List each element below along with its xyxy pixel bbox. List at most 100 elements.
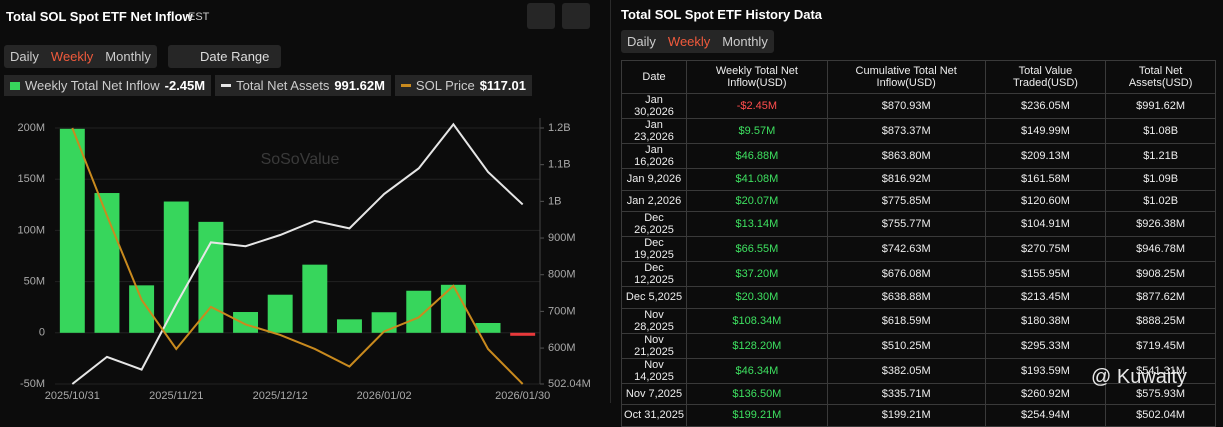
- table-cell: $908.25M: [1105, 261, 1216, 287]
- column-header: Total Value Traded(USD): [984, 60, 1107, 94]
- table-cell: $1.08B: [1105, 118, 1216, 144]
- y2-tick-label: 1B: [548, 195, 561, 207]
- legend-swatch: [10, 81, 20, 90]
- table-cell: $213.45M: [984, 286, 1107, 309]
- table-cell: $199.21M: [686, 404, 828, 427]
- table-row: Jan 23,2026 $9.57M $873.37M $149.99M $1.08B: [620, 118, 1216, 144]
- table-cell: $155.95M: [984, 261, 1107, 287]
- table-cell: Nov 7,2025: [620, 382, 688, 405]
- y-tick-label: 0: [39, 327, 45, 339]
- table-cell: $236.05M: [984, 93, 1107, 119]
- table-cell: Nov 28,2025: [620, 307, 688, 334]
- share-button[interactable]: [562, 3, 590, 29]
- tab[interactable]: Daily: [10, 49, 39, 64]
- table-cell: $991.62M: [1105, 93, 1216, 119]
- table-cell: $755.77M: [826, 211, 986, 237]
- y2-tick-label: 800M: [548, 269, 576, 281]
- table-row: Nov 7,2025 $136.50M $335.71M $260.92M $575.9…: [620, 382, 1216, 405]
- table-cell: $209.13M: [984, 143, 1107, 169]
- table-cell: $120.60M: [984, 189, 1107, 212]
- table-cell: $638.88M: [826, 286, 986, 309]
- y2-tick-label: 600M: [548, 342, 576, 354]
- legend-value: -2.45M: [164, 78, 206, 93]
- x-tick-label: 2026/01/02: [357, 390, 412, 402]
- table-cell: $41.08M: [686, 168, 828, 191]
- bar: [406, 290, 432, 333]
- table-cell: Jan 30,2026: [620, 93, 688, 119]
- table-row: Nov 21,2025 $128.20M $510.25M $295.33M $719.…: [620, 332, 1216, 359]
- legend-label: SOL Price: [415, 78, 475, 93]
- table-cell: $46.88M: [686, 143, 828, 169]
- period-tabs: Daily Weekly Monthly: [4, 45, 157, 68]
- y-tick-label: 50M: [24, 276, 45, 288]
- table-cell: $502.04M: [1105, 404, 1216, 427]
- table-cell: $877.62M: [1105, 286, 1216, 309]
- y2-tick-label: 502.04M: [548, 378, 591, 390]
- table-cell: $1.02B: [1105, 189, 1216, 212]
- table-cell: $136.50M: [686, 382, 828, 405]
- table-cell: Nov 14,2025: [620, 357, 688, 384]
- legend-label: Weekly Total Net Inflow: [25, 78, 160, 93]
- legend: Weekly Total Net Inflow -2.45M Total Net A…: [4, 75, 532, 96]
- legend-value: 991.62M: [334, 78, 385, 93]
- tab[interactable]: Weekly: [50, 49, 94, 64]
- legend-item: SOL Price $117.01: [394, 75, 532, 96]
- y-tick-label: 150M: [17, 173, 45, 185]
- timezone: EST: [188, 11, 210, 23]
- table-row: Oct 31,2025 $199.21M $199.21M $254.94M $502.…: [620, 404, 1216, 427]
- table-cell: $199.21M: [826, 404, 986, 427]
- table-cell: $295.33M: [984, 332, 1107, 359]
- table-row: Jan 2,2026 $20.07M $775.85M $120.60M $1.02B: [620, 189, 1216, 212]
- table-cell: $108.34M: [686, 307, 828, 334]
- tab[interactable]: Weekly: [667, 34, 711, 49]
- table-cell: Dec 12,2025: [620, 261, 688, 287]
- table-cell: $104.91M: [984, 211, 1107, 237]
- table-cell: $541.31M: [1105, 357, 1216, 384]
- table-cell: $816.92M: [826, 168, 986, 191]
- table-cell: $161.58M: [984, 168, 1107, 191]
- tab[interactable]: Monthly: [722, 34, 768, 49]
- date-range[interactable]: Date Range: [168, 45, 282, 68]
- table-cell: $260.92M: [984, 382, 1107, 405]
- table-row: Jan 16,2026 $46.88M $863.80M $209.13M $1.21B: [620, 143, 1216, 169]
- table-cell: $888.25M: [1105, 307, 1216, 334]
- fullscreen-button[interactable]: [527, 3, 555, 29]
- table-cell: $382.05M: [826, 357, 986, 384]
- chart-panel: Total SOL Spot ETF Net Inflow EST Daily W…: [0, 0, 605, 403]
- y-tick-label: 100M: [17, 224, 45, 236]
- table-cell: $1.21B: [1105, 143, 1216, 169]
- x-tick-label: 2025/11/21: [149, 390, 203, 402]
- table-row: Nov 28,2025 $108.34M $618.59M $180.38M $888.…: [620, 307, 1216, 334]
- table-cell: $510.25M: [826, 332, 986, 359]
- table-cell: $254.94M: [984, 404, 1107, 427]
- table-cell: Jan 23,2026: [620, 118, 688, 144]
- legend-item: Weekly Total Net Inflow -2.45M: [4, 75, 212, 96]
- bar: [233, 312, 259, 333]
- table-cell: $618.59M: [826, 307, 986, 334]
- table-row: Dec 5,2025 $20.30M $638.88M $213.45M $877.62…: [620, 286, 1216, 309]
- table-cell: $193.59M: [984, 357, 1107, 384]
- table-row: Dec 12,2025 $37.20M $676.08M $155.95M $908.2…: [620, 261, 1216, 287]
- legend-value: $117.01: [479, 78, 526, 93]
- table-row: Dec 26,2025 $13.14M $755.77M $104.91M $926.3…: [620, 211, 1216, 237]
- table-cell: Nov 21,2025: [620, 332, 688, 359]
- table-cell: $676.08M: [826, 261, 986, 287]
- table-cell: Dec 26,2025: [620, 211, 688, 237]
- table-cell: Jan 9,2026: [620, 168, 688, 191]
- y-tick-label: 200M: [17, 122, 45, 134]
- column-header: Date: [620, 60, 688, 94]
- x-tick-label: 2025/12/12: [253, 390, 308, 402]
- table-cell: Dec 19,2025: [620, 236, 688, 262]
- tab[interactable]: Monthly: [105, 49, 151, 64]
- bar: [129, 285, 155, 333]
- table-title: Total SOL Spot ETF History Data: [621, 7, 823, 22]
- column-header: Total Net Assets(USD): [1105, 60, 1216, 94]
- tab[interactable]: Daily: [627, 34, 656, 49]
- table-cell: $37.20M: [686, 261, 828, 287]
- table-cell: $13.14M: [686, 211, 828, 237]
- bar: [475, 323, 501, 333]
- column-header: Weekly Total Net Inflow(USD): [686, 60, 828, 94]
- table-cell: $270.75M: [984, 236, 1107, 262]
- history-table: Date Weekly Total Net Inflow(USD) Cumulati…: [620, 60, 1216, 427]
